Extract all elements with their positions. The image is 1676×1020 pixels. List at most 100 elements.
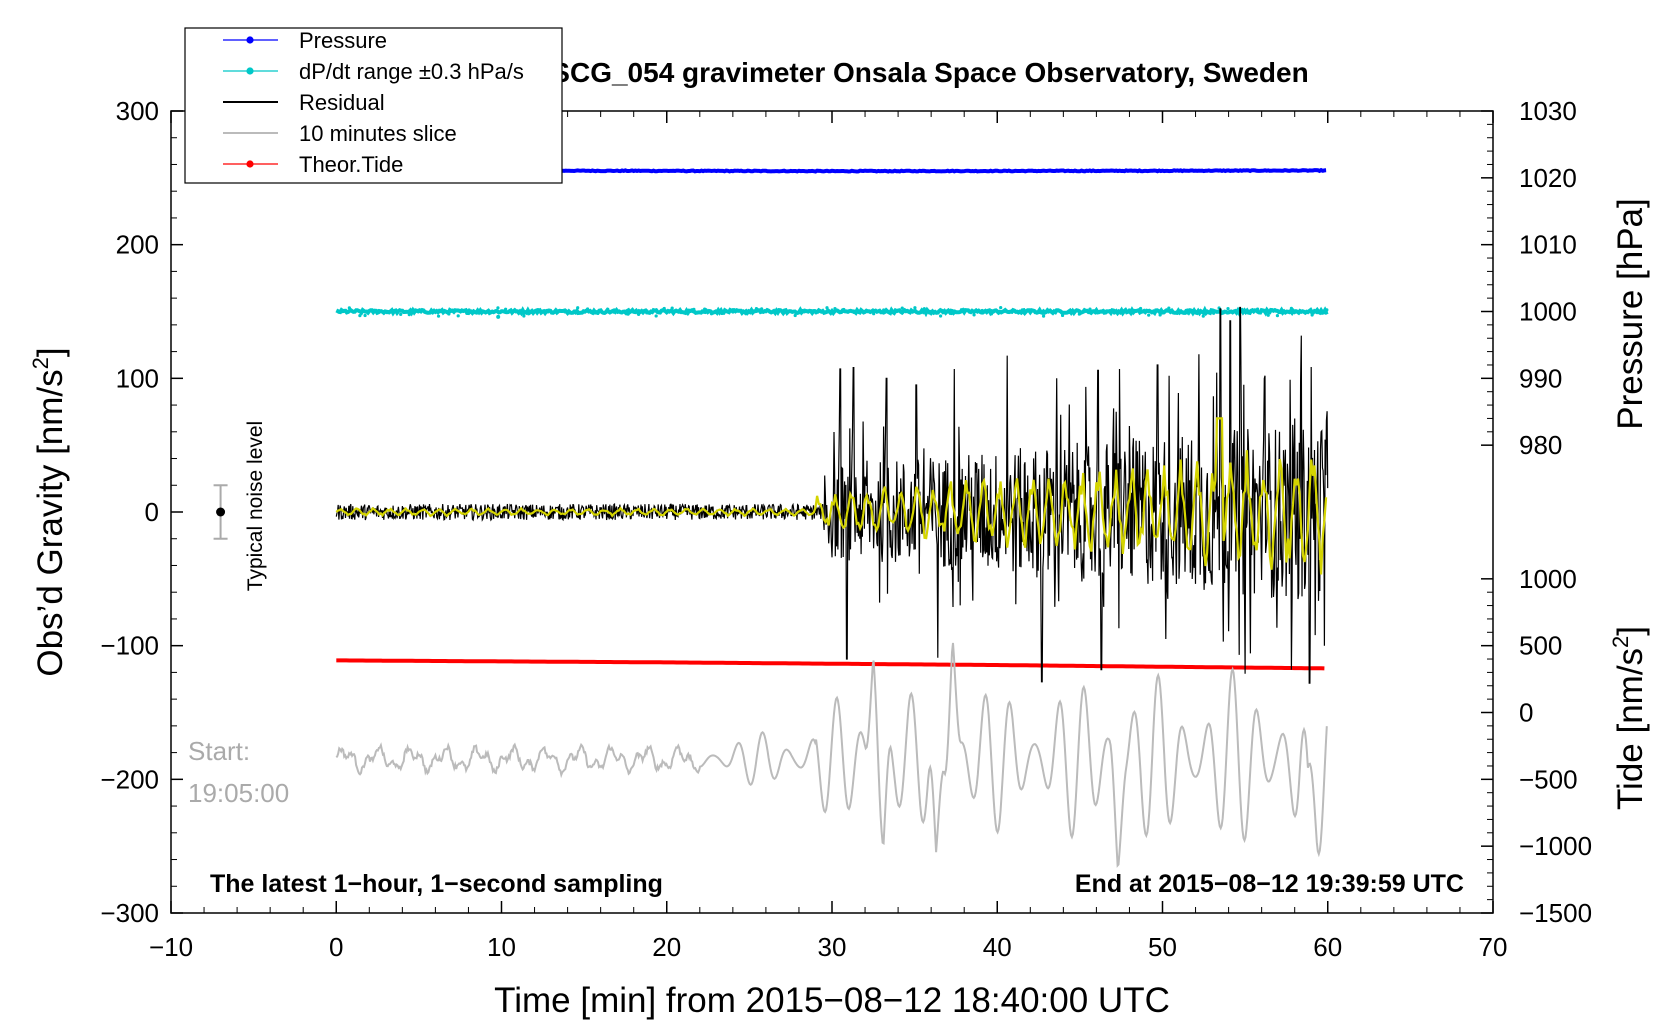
series-dpdt-dot xyxy=(760,307,764,311)
series-dpdt-dot xyxy=(1181,310,1185,314)
series-dpdt-dot xyxy=(1041,314,1046,318)
annotation-bottom-left: The latest 1−hour, 1−second sampling xyxy=(210,870,663,898)
series-dpdt-dot xyxy=(922,307,926,311)
series-dpdt-dot xyxy=(1325,308,1329,312)
series-dpdt-dot xyxy=(872,312,876,316)
noise-level-indicator: Typical noise level xyxy=(213,421,267,591)
series-dpdt-dot xyxy=(1211,311,1216,315)
series-dpdt-dot xyxy=(407,313,411,317)
legend-entry-pressure: Pressure xyxy=(223,28,387,53)
series-dpdt-dot xyxy=(1186,311,1190,315)
tide-tick-label: −1000 xyxy=(1519,831,1592,861)
series-dpdt-dot xyxy=(709,312,714,316)
annotation-bottom-right: End at 2015−08−12 19:39:59 UTC xyxy=(1075,870,1464,898)
start-time: 19:05:00 xyxy=(188,778,289,808)
series-dpdt-dot xyxy=(1051,311,1055,315)
pressure-tick-label: 1000 xyxy=(1519,297,1577,327)
legend-label-slice: 10 minutes slice xyxy=(299,121,457,146)
series-dpdt-dot xyxy=(731,310,735,314)
series-dpdt-dot xyxy=(900,306,904,310)
series-dpdt-dot xyxy=(1201,314,1205,318)
series-dpdt-dot xyxy=(377,308,381,313)
series-dpdt-dot xyxy=(720,311,724,315)
series-dpdt-dot xyxy=(703,307,707,311)
series-dpdt-dot xyxy=(793,313,797,318)
series-dpdt-dot xyxy=(385,311,389,315)
series-dpdt-dot xyxy=(1275,314,1280,318)
series-dpdt-dot xyxy=(1315,311,1319,315)
series-dpdt-dot xyxy=(949,311,953,316)
series-dpdt-dot xyxy=(586,307,590,311)
x-tick-label: 50 xyxy=(1148,932,1177,962)
x-tick-label: 20 xyxy=(652,932,681,962)
series-residual-line xyxy=(335,306,1329,684)
series-dpdt-dot xyxy=(645,309,649,313)
series-dpdt-dot xyxy=(1147,313,1151,317)
series-dpdt-dot xyxy=(1266,313,1270,317)
series-dpdt-dot xyxy=(989,312,994,316)
series-tide-line xyxy=(336,658,1325,671)
series-dpdt-dot xyxy=(1102,309,1106,313)
left-y-tick-label: −300 xyxy=(100,898,159,928)
series-dpdt-dot xyxy=(626,312,630,316)
left-axis-label-main: Obs’d Gravity [nm/s xyxy=(31,369,70,676)
noise-level-dot xyxy=(216,507,226,517)
series-dpdt-line xyxy=(335,305,1329,318)
x-tick-label: 60 xyxy=(1313,932,1342,962)
legend-entry-residual: Residual xyxy=(223,90,385,115)
legend-label-pressure: Pressure xyxy=(299,28,387,53)
series-dpdt-dot xyxy=(522,314,526,318)
series-dpdt-dot xyxy=(882,308,886,312)
series-dpdt-dot xyxy=(467,308,471,312)
legend-entry-slice: 10 minutes slice xyxy=(223,121,457,146)
series-dpdt-dot xyxy=(670,306,674,310)
series-dpdt-dot xyxy=(852,310,856,314)
x-tick-label: −10 xyxy=(149,932,193,962)
series-dpdt-dot xyxy=(399,312,403,316)
series-dpdt-dot xyxy=(802,308,807,312)
axes-layer: −10 0 10 20 30 40 50 60 70−300−200−1000100200300… xyxy=(100,96,1592,962)
legend-marker-dpdt xyxy=(246,67,254,75)
series-dpdt-dot xyxy=(686,311,690,316)
series-dpdt-dot xyxy=(612,310,616,314)
legend-marker-pressure xyxy=(246,36,254,44)
legend-entry-dpdt: dP/dt range ±0.3 hPa/s xyxy=(223,59,524,84)
series-dpdt-dot xyxy=(1289,306,1293,310)
series-dpdt-dot xyxy=(554,308,558,312)
left-y-tick-label: −200 xyxy=(100,764,159,794)
series-dpdt-dot xyxy=(1088,307,1092,311)
noise-level-label: Typical noise level xyxy=(244,421,267,591)
series-dpdt-dot xyxy=(1138,306,1143,311)
series-dpdt-dot xyxy=(516,310,520,314)
series-dpdt-dot xyxy=(496,314,501,319)
series-dpdt-dot xyxy=(654,314,658,318)
series-dpdt-dot xyxy=(938,314,943,318)
series-dpdt-dot xyxy=(927,311,932,315)
series-dpdt-dot xyxy=(358,314,362,318)
tide-axis-label-end: ] xyxy=(1611,626,1650,636)
series-dpdt-dot xyxy=(972,313,976,317)
series-dpdt-dot xyxy=(1118,311,1123,315)
x-tick-label: 30 xyxy=(818,932,847,962)
series-dpdt-dot xyxy=(1022,311,1026,315)
series-dpdt-dot xyxy=(842,307,846,312)
series-dpdt-dot xyxy=(833,306,837,311)
x-tick-label: 0 xyxy=(329,932,343,962)
left-axis-label: Obs’d Gravity [nm/s2] xyxy=(28,347,70,676)
left-y-tick-label: 200 xyxy=(116,230,159,260)
series-dpdt-dot xyxy=(563,310,567,314)
series-dpdt-dot xyxy=(825,306,829,310)
pressure-tick-label: 980 xyxy=(1519,430,1562,460)
series-dpdt-dot xyxy=(862,310,866,314)
series-slice-line xyxy=(335,642,1328,868)
series-dpdt-dot xyxy=(487,309,491,313)
left-axis-label-end: ] xyxy=(31,347,70,357)
series-dpdt-dot xyxy=(1310,313,1314,317)
series-dpdt-dot xyxy=(1060,313,1065,318)
series-dpdt-dot xyxy=(456,314,460,318)
series-dpdt-dot xyxy=(447,312,451,316)
legend: Pressure dP/dt range ±0.3 hPa/s Residual… xyxy=(184,27,563,184)
series-dpdt-dot xyxy=(913,306,917,310)
series-dpdt-dot xyxy=(474,310,479,315)
